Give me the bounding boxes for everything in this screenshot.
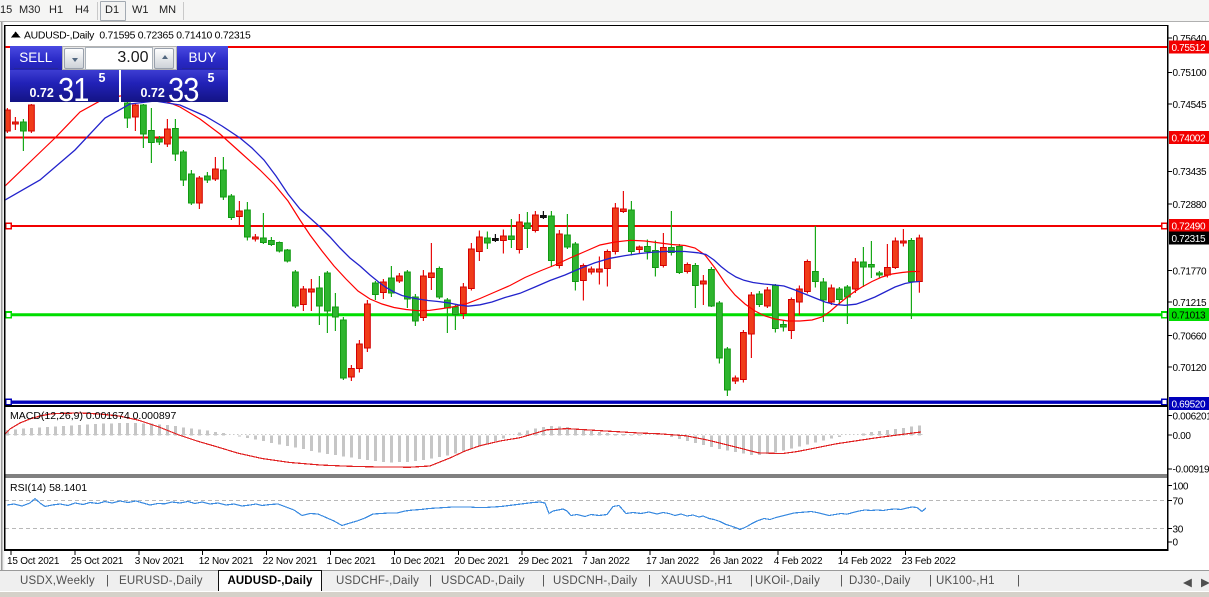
svg-text:100: 100 [1173,481,1189,492]
svg-text:0.75640: 0.75640 [1173,34,1207,45]
svg-text:0.74002: 0.74002 [1172,133,1206,144]
svg-text:22 Nov 2021: 22 Nov 2021 [263,556,318,567]
svg-text:30: 30 [1173,524,1184,535]
svg-text:0.74545: 0.74545 [1173,100,1207,111]
svg-text:0.71215: 0.71215 [1173,298,1207,309]
svg-text:1 Dec 2021: 1 Dec 2021 [327,556,377,567]
svg-text:29 Dec 2021: 29 Dec 2021 [518,556,573,567]
svg-text:0.70660: 0.70660 [1173,331,1207,342]
svg-text:23 Feb 2022: 23 Feb 2022 [902,556,957,567]
svg-text:-0.00919: -0.00919 [1173,465,1209,476]
svg-text:0: 0 [1173,538,1179,549]
svg-text:0.006201: 0.006201 [1173,412,1209,423]
svg-text:AUDUSD-,Daily 0.71595 0.72365: AUDUSD-,Daily 0.71595 0.72365 0.71410 0.… [24,31,251,42]
svg-text:17 Jan 2022: 17 Jan 2022 [646,556,699,567]
svg-text:MACD(12,26,9) 0.001674 0.00089: MACD(12,26,9) 0.001674 0.000897 [10,410,177,422]
svg-text:20 Dec 2021: 20 Dec 2021 [454,556,509,567]
svg-text:15 Oct 2021: 15 Oct 2021 [7,556,60,567]
svg-text:0.75512: 0.75512 [1172,43,1206,54]
svg-text:7 Jan 2022: 7 Jan 2022 [582,556,630,567]
svg-text:0.71770: 0.71770 [1173,266,1207,277]
svg-text:3 Nov 2021: 3 Nov 2021 [135,556,185,567]
svg-text:12 Nov 2021: 12 Nov 2021 [199,556,254,567]
svg-text:0.72315: 0.72315 [1172,234,1206,245]
svg-text:RSI(14) 58.1401: RSI(14) 58.1401 [10,482,87,494]
svg-text:0.00: 0.00 [1173,431,1192,442]
svg-text:70: 70 [1173,497,1184,508]
svg-text:0.71013: 0.71013 [1172,310,1206,321]
svg-text:10 Dec 2021: 10 Dec 2021 [390,556,445,567]
svg-text:14 Feb 2022: 14 Feb 2022 [838,556,893,567]
svg-text:25 Oct 2021: 25 Oct 2021 [71,556,124,567]
svg-text:0.72490: 0.72490 [1172,221,1206,232]
svg-text:0.70120: 0.70120 [1173,363,1207,374]
svg-text:0.73435: 0.73435 [1173,167,1207,178]
svg-text:0.69520: 0.69520 [1172,399,1206,410]
svg-text:26 Jan 2022: 26 Jan 2022 [710,556,763,567]
svg-text:0.72880: 0.72880 [1173,200,1207,211]
svg-text:0.75100: 0.75100 [1173,68,1207,79]
svg-text:4 Feb 2022: 4 Feb 2022 [774,556,823,567]
